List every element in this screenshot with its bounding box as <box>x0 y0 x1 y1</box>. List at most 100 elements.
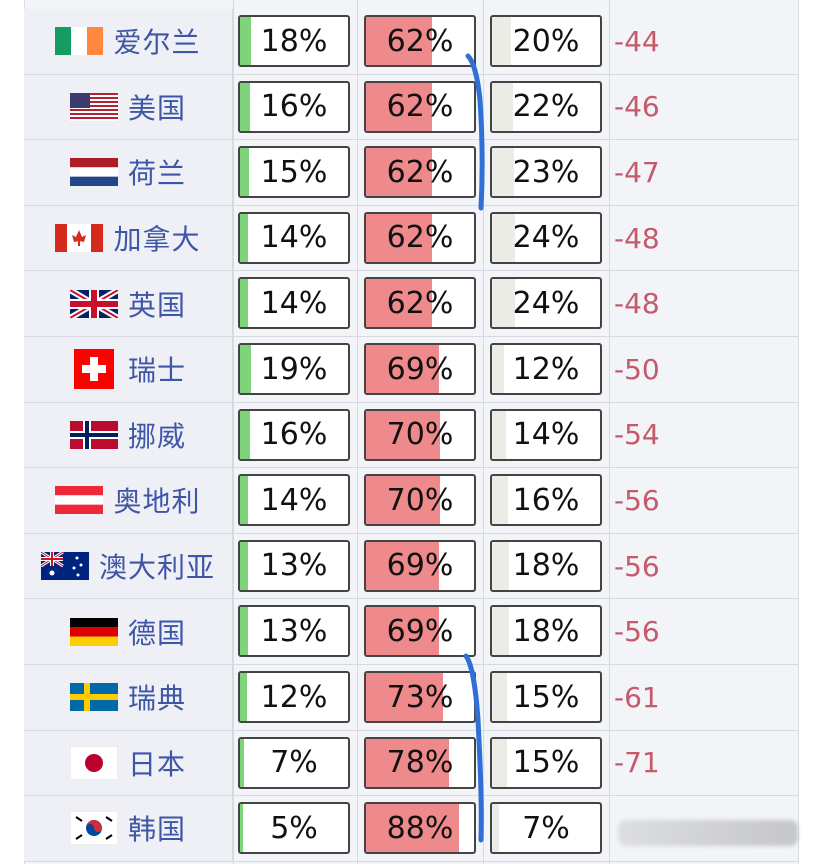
pct-neutral-cell-bar <box>492 17 512 65</box>
pct-negative-cell-label: 78% <box>386 745 454 781</box>
pct-positive-cell: 14% <box>238 211 350 264</box>
pct-negative-cell-label: 62% <box>386 220 454 256</box>
flag-australia-icon <box>40 546 89 586</box>
pct-neutral-cell: 15% <box>490 736 602 789</box>
pct-neutral-cell: 24% <box>490 277 602 330</box>
pct-negative-cell-label: 62% <box>386 89 454 125</box>
pct-positive-cell: 12% <box>238 671 350 723</box>
pct-positive-cell: 16% <box>238 408 350 461</box>
country-name: 挪威 <box>127 419 186 453</box>
country-name: 爱尔兰 <box>113 26 201 60</box>
pct-negative-cell-bar <box>366 82 432 131</box>
pct-negative-cell: 70% <box>364 474 476 527</box>
flag-netherlands-icon <box>69 152 118 192</box>
country-cell: 挪威 <box>24 402 233 468</box>
pct-negative-cell: 78% <box>364 736 476 789</box>
pct-neutral-cell-label: 20% <box>512 23 580 59</box>
column-divider <box>483 0 484 864</box>
pct-positive-cell-bar <box>240 673 248 721</box>
pct-neutral-cell-bar <box>492 673 507 721</box>
pct-positive-cell-label: 15% <box>260 154 328 190</box>
table-row: 德国 13% 69% 18% -56 <box>24 599 799 665</box>
pct-negative-cell: 73% <box>364 671 476 723</box>
country-name: 加拿大 <box>113 223 201 257</box>
pct-neutral-cell: 12% <box>490 343 602 395</box>
country-cell: 日本 <box>24 730 233 796</box>
flag-canada-icon <box>55 218 104 258</box>
net-score: -54 <box>614 418 660 452</box>
net-score: -46 <box>614 90 660 124</box>
country-cell: 韩国 <box>24 796 233 861</box>
pct-neutral-cell-label: 22% <box>512 89 580 125</box>
pct-neutral-cell-label: 15% <box>512 679 580 715</box>
country-name: 德国 <box>127 616 186 650</box>
country-name: 澳大利亚 <box>98 551 215 585</box>
pct-negative-cell-bar <box>366 410 441 459</box>
flag-japan-icon <box>69 743 118 783</box>
flag-korea-icon <box>69 808 118 848</box>
pct-positive-cell: 14% <box>238 474 350 527</box>
pct-negative-cell-bar <box>366 345 440 393</box>
country-name: 韩国 <box>127 813 186 847</box>
pct-neutral-cell-label: 16% <box>512 482 580 518</box>
table-row: 瑞典 12% 73% 15% -61 <box>24 665 799 731</box>
table-row: 挪威 16% 70% 14% -54 <box>24 402 799 469</box>
pct-negative-cell-label: 70% <box>386 417 454 453</box>
flag-sweden-icon <box>69 677 118 717</box>
pct-neutral-cell-bar <box>492 148 515 197</box>
pct-negative-cell: 62% <box>364 15 476 67</box>
pct-positive-cell: 5% <box>238 802 350 855</box>
pct-neutral-cell-bar <box>492 279 516 328</box>
pct-neutral-cell-bar <box>492 345 504 393</box>
pct-neutral-cell-label: 15% <box>512 745 580 781</box>
flag-uk-icon <box>69 284 118 324</box>
pct-neutral-cell-label: 14% <box>512 417 580 453</box>
table-row: 日本 7% 78% 15% -71 <box>24 730 799 797</box>
country-name: 英国 <box>127 288 186 322</box>
pct-neutral-cell: 16% <box>490 474 602 527</box>
table-row: 英国 14% 62% 24% -48 <box>24 271 799 337</box>
pct-negative-cell-label: 62% <box>386 154 454 190</box>
net-score: -44 <box>614 24 660 58</box>
pct-neutral-cell: 20% <box>490 15 602 67</box>
pct-neutral-cell-bar <box>492 476 508 525</box>
pct-positive-cell-label: 14% <box>260 285 328 321</box>
pct-negative-cell: 62% <box>364 211 476 264</box>
pct-positive-cell-bar <box>240 410 250 459</box>
pct-positive-cell: 7% <box>238 736 350 789</box>
net-score: -71 <box>614 746 660 780</box>
pct-positive-cell-label: 18% <box>260 23 328 59</box>
pct-neutral-cell-label: 12% <box>512 351 580 387</box>
table-row: 瑞士 19% 69% 12% -50 <box>24 337 799 403</box>
pct-negative-cell-label: 73% <box>386 679 454 715</box>
pct-neutral-cell-bar <box>492 607 510 656</box>
pct-neutral-cell-label: 23% <box>512 154 580 190</box>
pct-negative-cell: 69% <box>364 343 476 395</box>
column-divider <box>357 0 358 864</box>
pct-positive-cell-bar <box>240 738 245 787</box>
flag-switzerland-icon <box>70 349 118 390</box>
country-name: 瑞典 <box>127 682 186 716</box>
pct-neutral-cell-bar <box>492 410 506 459</box>
pct-positive-cell-label: 16% <box>260 89 328 125</box>
pct-positive-cell-bar <box>240 148 249 197</box>
country-name: 瑞士 <box>127 354 186 388</box>
pct-negative-cell: 70% <box>364 408 476 461</box>
pct-positive-cell-bar <box>240 213 249 262</box>
country-cell: 加拿大 <box>24 205 233 271</box>
net-score: -48 <box>614 287 660 321</box>
flag-germany-icon <box>69 612 118 652</box>
pct-neutral-cell-label: 7% <box>522 810 570 846</box>
pct-neutral-cell: 22% <box>490 80 602 133</box>
flag-usa-icon <box>69 87 118 127</box>
flag-norway-icon <box>69 415 118 455</box>
pct-positive-cell-bar <box>240 541 248 590</box>
pct-neutral-cell-label: 24% <box>512 285 580 321</box>
pct-negative-cell-label: 70% <box>386 482 454 518</box>
column-divider <box>233 0 234 864</box>
pct-neutral-cell-bar <box>492 804 499 853</box>
country-cell: 美国 <box>24 74 233 140</box>
pct-neutral-cell-bar <box>492 541 510 590</box>
pct-positive-cell-label: 5% <box>270 810 318 846</box>
country-cell: 英国 <box>24 271 233 336</box>
